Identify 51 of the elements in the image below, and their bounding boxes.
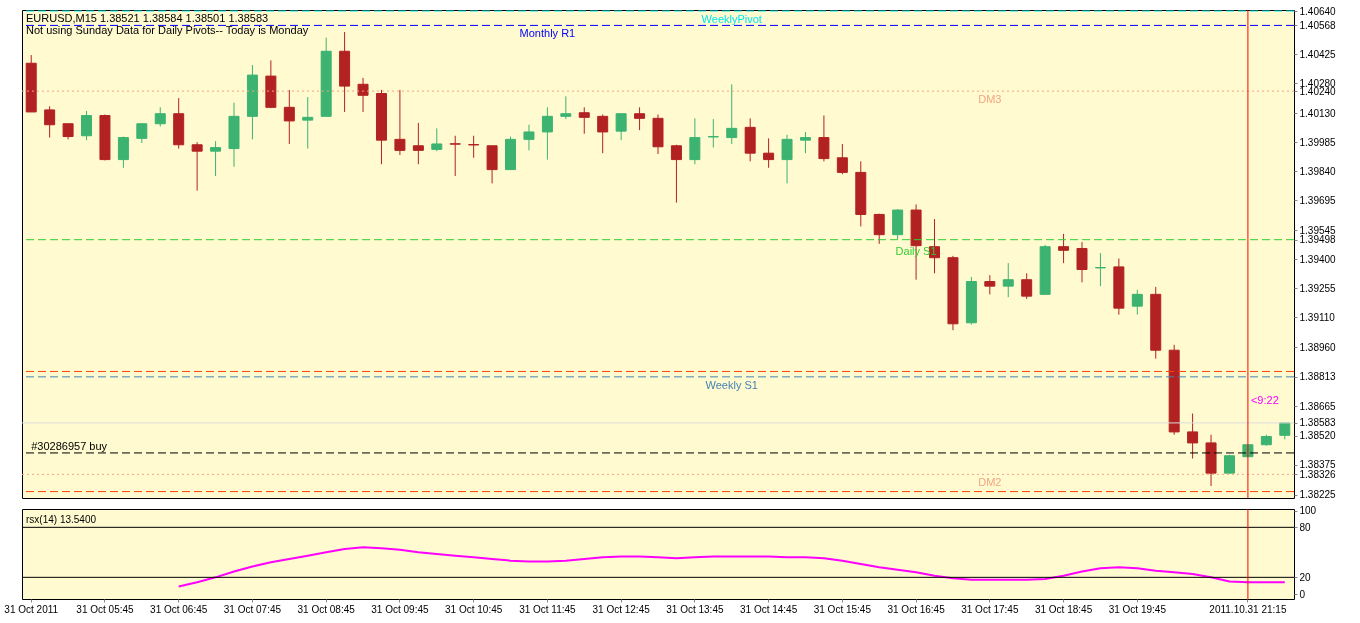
x-tick-label: 31 Oct 17:45 xyxy=(961,603,1019,615)
x-tick-label: 31 Oct 06:45 xyxy=(150,603,208,615)
y-tick-label: 1.39400 xyxy=(1299,253,1337,265)
y-tick-label: 1.39695 xyxy=(1299,194,1337,206)
chart-title: EURUSD,M15 1.38521 1.38584 1.38501 1.38583 xyxy=(26,12,269,24)
x-tick-label: 31 Oct 19:45 xyxy=(1108,603,1167,615)
x-tick-label: 31 Oct 15:45 xyxy=(813,603,872,615)
y-tick-label: 0 xyxy=(1299,588,1306,600)
x-tick-label: 31 Oct 07:45 xyxy=(223,603,282,615)
x-tick-label: 2011.10.31 21:15 xyxy=(1209,603,1287,615)
y-tick-label: 1.39110 xyxy=(1299,311,1336,323)
ref-line-label: WeeklyPivot xyxy=(701,13,762,25)
y-tick-label: 1.39985 xyxy=(1299,136,1337,148)
x-tick-label: 31 Oct 12:45 xyxy=(592,603,651,615)
y-tick-label: 1.38665 xyxy=(1299,400,1337,412)
x-tick-label: 31 Oct 14:45 xyxy=(739,603,798,615)
ref-line-label: #30286957 buy xyxy=(31,439,108,452)
x-tick-label: 31 Oct 2011 xyxy=(4,603,59,615)
y-tick-label: 1.38326 xyxy=(1299,468,1337,480)
y-tick-label: 1.40425 xyxy=(1299,48,1337,60)
y-tick-label: 1.38225 xyxy=(1299,489,1337,501)
y-tick-label: 1.40568 xyxy=(1299,19,1337,31)
y-tick-label: 100 xyxy=(1299,505,1317,517)
chart-title: rsx(14) 13.5400 xyxy=(26,513,97,525)
x-tick-label: 31 Oct 05:45 xyxy=(76,603,135,615)
y-tick-label: 1.39498 xyxy=(1299,234,1337,246)
x-tick-label: 31 Oct 09:45 xyxy=(371,603,429,615)
y-tick-label: 20 xyxy=(1299,571,1312,583)
y-tick-label: 1.39545 xyxy=(1299,224,1337,236)
y-tick-label: 1.40640 xyxy=(1299,5,1337,17)
y-tick-label: 1.38813 xyxy=(1299,371,1337,383)
y-tick-label: 1.39840 xyxy=(1299,165,1337,177)
annotation: <9:22 xyxy=(1250,393,1279,406)
x-tick-label: 31 Oct 18:45 xyxy=(1034,603,1093,615)
y-tick-label: 80 xyxy=(1299,521,1312,533)
x-tick-label: 31 Oct 11:45 xyxy=(519,603,577,615)
x-tick-label: 31 Oct 10:45 xyxy=(445,603,503,615)
x-tick-label: 31 Oct 13:45 xyxy=(666,603,724,615)
ref-line-label: DM3 xyxy=(978,93,1002,106)
y-tick-label: 1.38960 xyxy=(1299,341,1337,353)
y-tick-label: 1.39255 xyxy=(1299,282,1337,294)
ref-line-label: Monthly R1 xyxy=(519,27,576,40)
y-tick-label: 1.38375 xyxy=(1299,459,1337,471)
text: Not using Sunday Data for Daily Pivots-- Today is Monday xyxy=(26,24,309,36)
ref-line-label: Weekly S1 xyxy=(705,378,758,391)
y-tick-label: 1.38520 xyxy=(1299,430,1337,442)
x-tick-label: 31 Oct 08:45 xyxy=(297,603,356,615)
y-tick-label: 1.38583 xyxy=(1299,417,1337,429)
ref-line-label: DM2 xyxy=(978,476,1002,489)
y-tick-label: 1.40130 xyxy=(1299,107,1337,119)
x-tick-label: 31 Oct 16:45 xyxy=(887,603,946,615)
